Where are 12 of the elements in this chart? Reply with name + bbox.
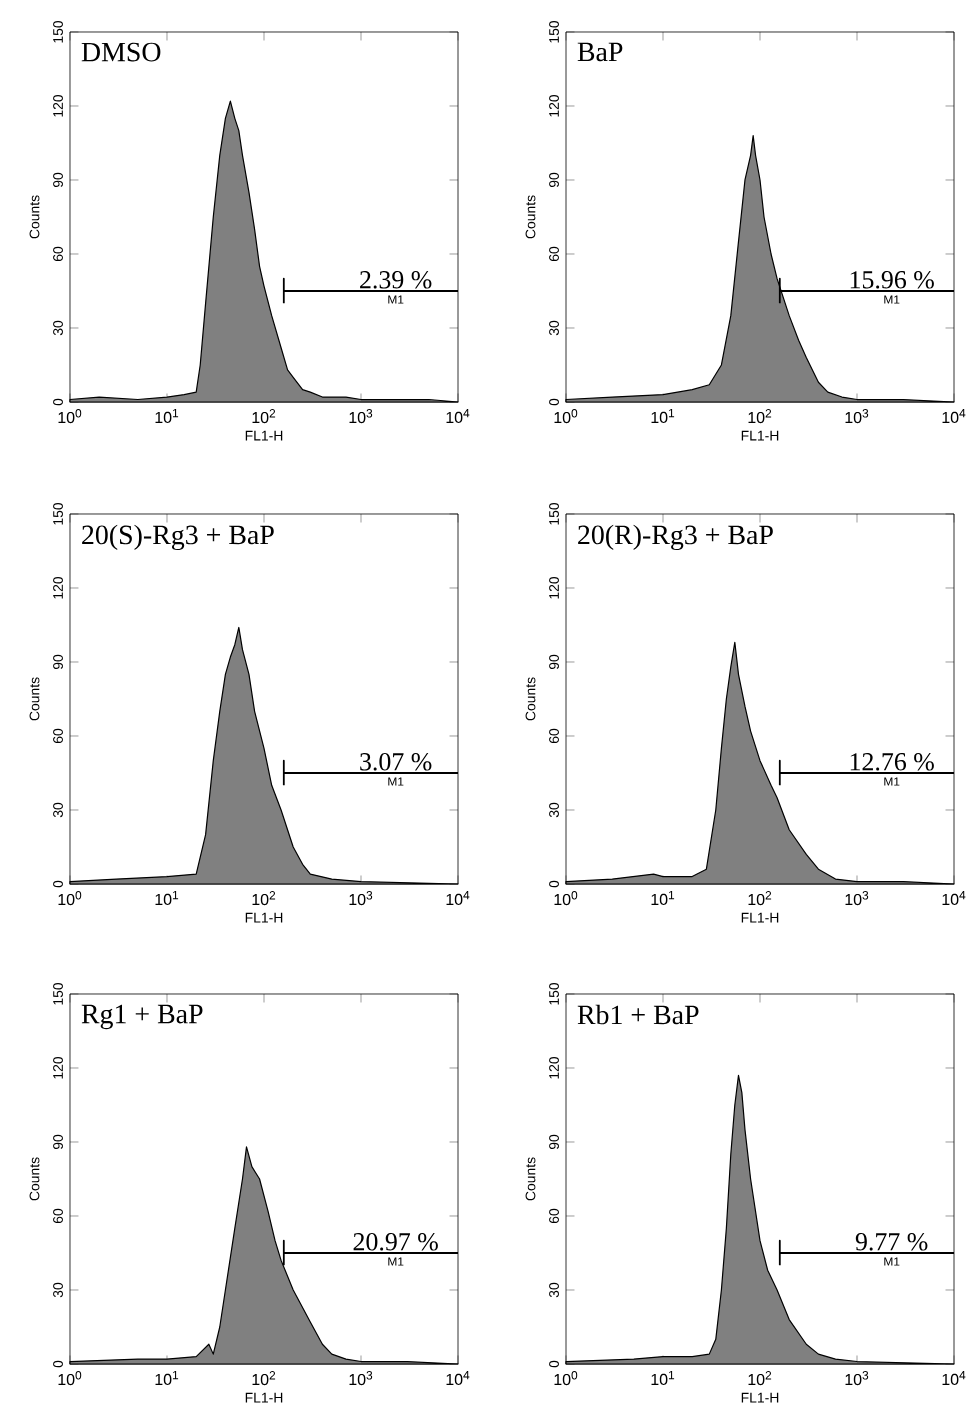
annotation: 9.77 % [856,1233,928,1251]
chart-title: Rb1 + BaP [578,1004,699,1025]
chart-title: Rg1 + BaP [82,1004,203,1030]
annotation: 20.97 % [353,1233,439,1251]
chart-title: 20(R)-Rg3 + BaP [578,524,774,551]
annotation: 3.07 % [360,753,432,771]
chart-title: DMSO [82,42,161,62]
chart-title: BaP [578,42,623,62]
annotation: 12.76 % [851,753,935,771]
chart-title: 20(S)-Rg3 + BaP [82,524,275,551]
annotation: 2.39 % [360,271,432,289]
annotation: 15.96 % [851,271,935,289]
